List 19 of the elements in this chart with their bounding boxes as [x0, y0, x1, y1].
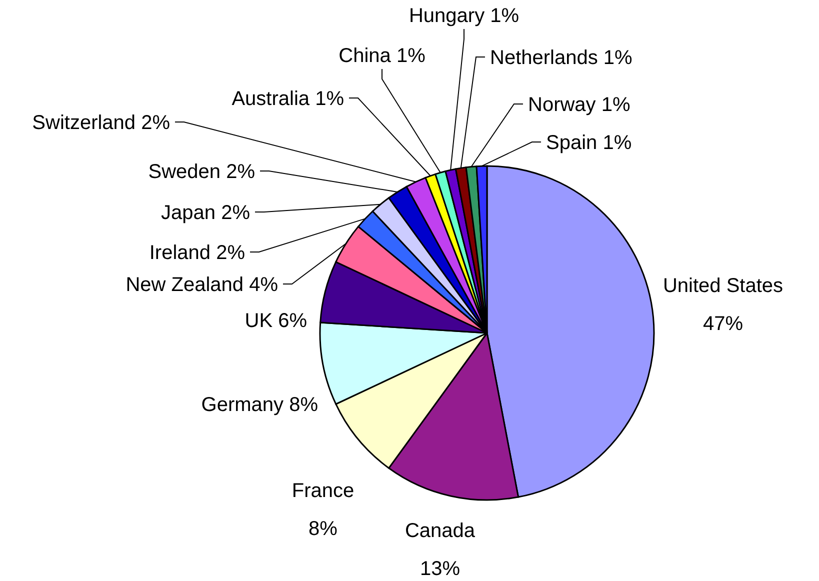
slice-label: Canada [404, 520, 476, 542]
slice-label: Hungary 1% [408, 5, 520, 27]
slice-label: Japan 2% [161, 202, 250, 224]
slice-label: Netherlands 1% [490, 47, 633, 69]
slice-label: New Zealand 4% [126, 274, 278, 296]
data-label: 8% [308, 518, 338, 540]
data-label: 47% [702, 313, 744, 335]
data-label: 13% [420, 558, 460, 580]
slice-label: UK 6% [244, 310, 308, 332]
slice-label: Switzerland 2% [32, 112, 170, 134]
slice-label: Ireland 2% [149, 242, 246, 264]
slice-label: Sweden 2% [148, 161, 256, 183]
slice-label: Australia 1% [232, 88, 344, 110]
slice-label: Norway 1% [528, 94, 630, 116]
slice-label: France [292, 480, 354, 502]
slice-label: Germany 8% [201, 394, 318, 416]
slice-label: China 1% [338, 45, 426, 67]
slice-label: United States [662, 275, 784, 297]
slice-label: Spain 1% [546, 132, 632, 154]
